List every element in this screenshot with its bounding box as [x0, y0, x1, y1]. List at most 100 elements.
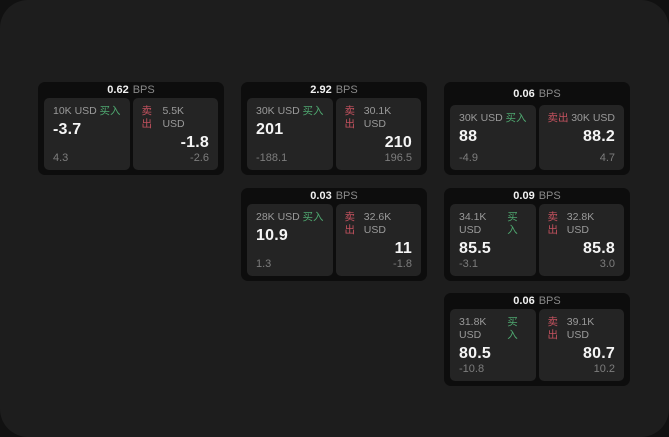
sell-panel-top: 卖出 39.1K USD [548, 316, 616, 342]
sell-amount: 5.5K USD [162, 105, 185, 130]
bps-value: 0.06 [513, 87, 535, 100]
buy-label: 买入 [99, 105, 121, 117]
sell-panel[interactable]: 卖出 30.1K USD 210 196.5 [335, 98, 421, 170]
buy-price: 10.9 [256, 227, 288, 244]
buy-panel-top: 30K USD 买入 [459, 112, 527, 125]
sell-panel[interactable]: 卖出 30K USD 88.2 4.7 [538, 105, 624, 170]
bps-header: 0.62 BPS [38, 82, 224, 98]
sell-sub-value: 4.7 [599, 152, 615, 164]
sell-price: 210 [384, 134, 412, 151]
sell-label: 卖出 [547, 112, 569, 124]
quote-card: 0.62 BPS 10K USD 买入 -3.7 4.3 卖出 5.5K USD… [38, 82, 224, 175]
sell-panel-top: 卖出 30.1K USD [345, 105, 413, 131]
sell-panel-top: 卖出 5.5K USD [142, 105, 210, 131]
sell-label: 卖出 [344, 211, 356, 236]
sell-price: 80.7 [583, 345, 615, 362]
sell-sub-value: 196.5 [384, 152, 412, 164]
quote-card: 0.03 BPS 28K USD 买入 10.9 1.3 卖出 32.6K US… [241, 188, 427, 281]
quote-panels: 30K USD 买入 201 -188.1 卖出 30.1K USD 210 1… [241, 98, 427, 175]
buy-amount: 30K USD [256, 105, 300, 117]
sell-price: 85.8 [583, 240, 615, 257]
quote-card: 0.09 BPS 34.1K USD 买入 85.5 -3.1 卖出 32.8K… [444, 188, 630, 281]
buy-price: 201 [256, 121, 284, 138]
sell-amount: 30.1K USD [363, 105, 392, 130]
quote-panels: 30K USD 买入 88 -4.9 卖出 30K USD 88.2 4.7 [444, 105, 630, 175]
buy-amount: 10K USD [53, 105, 97, 117]
bps-unit-label: BPS [538, 87, 561, 100]
sell-sub-value: -2.6 [190, 152, 209, 164]
bps-unit-label: BPS [538, 190, 561, 202]
buy-panel[interactable]: 34.1K USD 买入 85.5 -3.1 [450, 204, 536, 276]
sell-sub-value: 3.0 [599, 258, 615, 270]
bps-value: 0.09 [513, 190, 535, 202]
buy-amount: 34.1K USD [459, 211, 487, 236]
bps-value: 0.03 [310, 190, 332, 202]
buy-panel[interactable]: 10K USD 买入 -3.7 4.3 [44, 98, 130, 170]
sell-price: 11 [394, 240, 412, 257]
sell-panel-top: 卖出 32.6K USD [345, 211, 413, 237]
buy-panel[interactable]: 30K USD 买入 201 -188.1 [247, 98, 333, 170]
bps-value: 2.92 [310, 84, 332, 96]
sell-label: 卖出 [344, 105, 356, 130]
buy-amount: 30K USD [459, 112, 503, 124]
sell-panel[interactable]: 卖出 32.6K USD 11 -1.8 [335, 204, 421, 276]
buy-label: 买入 [302, 211, 324, 223]
buy-price: 85.5 [459, 240, 491, 257]
buy-price: -3.7 [53, 121, 82, 138]
sell-panel-top: 卖出 32.8K USD [548, 211, 616, 237]
bps-header: 0.06 BPS [444, 82, 630, 105]
bps-header: 0.09 BPS [444, 188, 630, 204]
quote-card: 0.06 BPS 31.8K USD 买入 80.5 -10.8 卖出 39.1… [444, 293, 630, 386]
sell-panel[interactable]: 卖出 32.8K USD 85.8 3.0 [538, 204, 624, 276]
sell-amount: 30K USD [571, 112, 615, 124]
buy-sub-value: -4.9 [459, 152, 478, 164]
buy-panel[interactable]: 28K USD 买入 10.9 1.3 [247, 204, 333, 276]
bps-header: 0.03 BPS [241, 188, 427, 204]
quote-panels: 10K USD 买入 -3.7 4.3 卖出 5.5K USD -1.8 -2.… [38, 98, 224, 175]
bps-header: 0.06 BPS [444, 293, 630, 309]
buy-price: 88 [459, 128, 478, 145]
bps-unit-label: BPS [335, 190, 358, 202]
sell-amount: 39.1K USD [566, 316, 595, 341]
buy-sub-value: -188.1 [256, 152, 288, 164]
buy-price: 80.5 [459, 345, 491, 362]
buy-sub-value: 1.3 [256, 258, 272, 270]
sell-amount: 32.8K USD [566, 211, 595, 236]
sell-panel[interactable]: 卖出 5.5K USD -1.8 -2.6 [132, 98, 218, 170]
sell-sub-value: -1.8 [393, 258, 412, 270]
sell-label: 卖出 [547, 211, 559, 236]
sell-panel[interactable]: 卖出 39.1K USD 80.7 10.2 [538, 309, 624, 381]
quote-panels: 28K USD 买入 10.9 1.3 卖出 32.6K USD 11 -1.8 [241, 204, 427, 281]
sell-amount: 32.6K USD [363, 211, 392, 236]
buy-panel-top: 34.1K USD 买入 [459, 211, 527, 237]
bps-unit-label: BPS [132, 84, 155, 96]
bps-unit-label: BPS [538, 295, 561, 307]
buy-panel[interactable]: 30K USD 买入 88 -4.9 [450, 105, 536, 170]
sell-price: 88.2 [583, 128, 615, 145]
sell-label: 卖出 [547, 316, 559, 341]
sell-sub-value: 10.2 [593, 363, 615, 375]
quote-panels: 31.8K USD 买入 80.5 -10.8 卖出 39.1K USD 80.… [444, 309, 630, 386]
quote-card: 0.06 BPS 30K USD 买入 88 -4.9 卖出 30K USD 8… [444, 82, 630, 175]
buy-amount: 28K USD [256, 211, 300, 223]
buy-panel-top: 30K USD 买入 [256, 105, 324, 118]
buy-sub-value: 4.3 [53, 152, 69, 164]
buy-panel-top: 31.8K USD 买入 [459, 316, 527, 342]
sell-panel-top: 卖出 30K USD [548, 112, 616, 125]
buy-label: 买入 [302, 105, 324, 117]
bps-unit-label: BPS [335, 84, 358, 96]
buy-sub-value: -3.1 [459, 258, 478, 270]
buy-panel-top: 28K USD 买入 [256, 211, 324, 224]
sell-label: 卖出 [141, 105, 153, 130]
quote-panels: 34.1K USD 买入 85.5 -3.1 卖出 32.8K USD 85.8… [444, 204, 630, 281]
buy-label: 买入 [507, 316, 518, 341]
buy-label: 买入 [505, 112, 527, 124]
buy-amount: 31.8K USD [459, 316, 487, 341]
bps-value: 0.06 [513, 295, 535, 307]
buy-panel[interactable]: 31.8K USD 买入 80.5 -10.8 [450, 309, 536, 381]
buy-panel-top: 10K USD 买入 [53, 105, 121, 118]
quote-card: 2.92 BPS 30K USD 买入 201 -188.1 卖出 30.1K … [241, 82, 427, 175]
bps-value: 0.62 [107, 84, 129, 96]
bps-header: 2.92 BPS [241, 82, 427, 98]
